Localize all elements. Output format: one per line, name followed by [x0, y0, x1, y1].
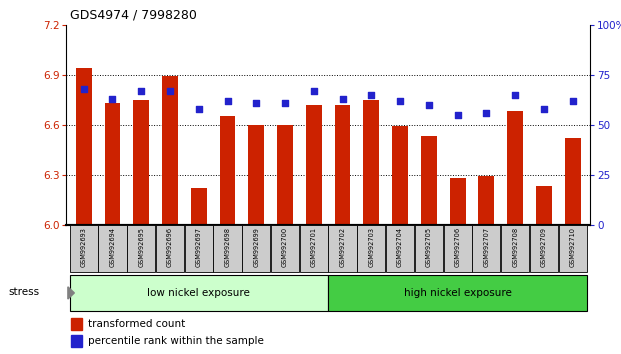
Point [309, 88, 319, 93]
FancyBboxPatch shape [70, 225, 97, 272]
Text: GSM992706: GSM992706 [455, 227, 461, 267]
Bar [71, 335, 82, 347]
FancyBboxPatch shape [443, 225, 472, 272]
Text: GSM992693: GSM992693 [81, 227, 87, 267]
Text: GSM992701: GSM992701 [311, 227, 317, 267]
Bar [306, 105, 322, 225]
Text: high nickel exposure: high nickel exposure [404, 288, 512, 298]
Text: stress: stress [8, 287, 39, 297]
FancyBboxPatch shape [415, 225, 443, 272]
Point [395, 98, 405, 104]
Text: GSM992709: GSM992709 [541, 227, 547, 267]
Text: GDS4974 / 7998280: GDS4974 / 7998280 [70, 9, 196, 22]
Point [568, 98, 578, 104]
Bar [421, 136, 437, 225]
Text: GSM992699: GSM992699 [253, 227, 260, 267]
Bar [71, 318, 82, 330]
Bar [564, 138, 581, 225]
Point [453, 112, 463, 118]
FancyBboxPatch shape [156, 225, 184, 272]
Text: GSM992694: GSM992694 [109, 227, 116, 267]
Point [510, 92, 520, 98]
Text: GSM992704: GSM992704 [397, 227, 403, 267]
FancyBboxPatch shape [300, 225, 328, 272]
FancyBboxPatch shape [329, 225, 356, 272]
Bar [134, 100, 149, 225]
Text: GSM992710: GSM992710 [569, 227, 576, 267]
Bar [507, 112, 523, 225]
Text: GSM992702: GSM992702 [340, 227, 345, 267]
Point [79, 86, 89, 92]
Bar [335, 105, 350, 225]
Point [136, 88, 146, 93]
Text: low nickel exposure: low nickel exposure [147, 288, 250, 298]
Text: GSM992698: GSM992698 [225, 227, 230, 267]
FancyBboxPatch shape [184, 225, 213, 272]
Bar [479, 176, 494, 225]
Bar [536, 187, 552, 225]
FancyBboxPatch shape [242, 225, 270, 272]
FancyBboxPatch shape [501, 225, 529, 272]
Bar [248, 125, 264, 225]
Point [280, 100, 290, 105]
FancyBboxPatch shape [559, 225, 587, 272]
Point [424, 102, 434, 108]
Point [222, 98, 232, 104]
Text: GSM992695: GSM992695 [138, 227, 144, 267]
FancyBboxPatch shape [98, 225, 127, 272]
Text: GSM992708: GSM992708 [512, 227, 518, 267]
FancyBboxPatch shape [357, 225, 386, 272]
Point [539, 106, 549, 112]
Bar [363, 100, 379, 225]
Bar [392, 126, 408, 225]
FancyBboxPatch shape [386, 225, 414, 272]
Point [107, 96, 117, 102]
Bar [277, 125, 293, 225]
FancyBboxPatch shape [214, 225, 242, 272]
Bar [191, 188, 207, 225]
Point [252, 100, 261, 105]
FancyBboxPatch shape [473, 225, 501, 272]
FancyBboxPatch shape [329, 275, 587, 311]
FancyBboxPatch shape [70, 275, 328, 311]
Polygon shape [68, 287, 75, 299]
Point [481, 110, 491, 116]
Text: GSM992703: GSM992703 [368, 227, 374, 267]
Text: GSM992707: GSM992707 [483, 227, 489, 267]
Point [194, 106, 204, 112]
FancyBboxPatch shape [271, 225, 299, 272]
Text: GSM992700: GSM992700 [282, 227, 288, 267]
Bar [450, 178, 466, 225]
Text: percentile rank within the sample: percentile rank within the sample [88, 336, 264, 346]
Point [165, 88, 175, 93]
Text: transformed count: transformed count [88, 319, 186, 329]
FancyBboxPatch shape [530, 225, 558, 272]
Bar [162, 76, 178, 225]
Bar [76, 68, 92, 225]
Text: GSM992697: GSM992697 [196, 227, 202, 267]
Point [338, 96, 348, 102]
FancyBboxPatch shape [127, 225, 155, 272]
Bar [104, 103, 120, 225]
Point [366, 92, 376, 98]
Bar [220, 116, 235, 225]
Text: GSM992705: GSM992705 [426, 227, 432, 267]
Text: GSM992696: GSM992696 [167, 227, 173, 267]
